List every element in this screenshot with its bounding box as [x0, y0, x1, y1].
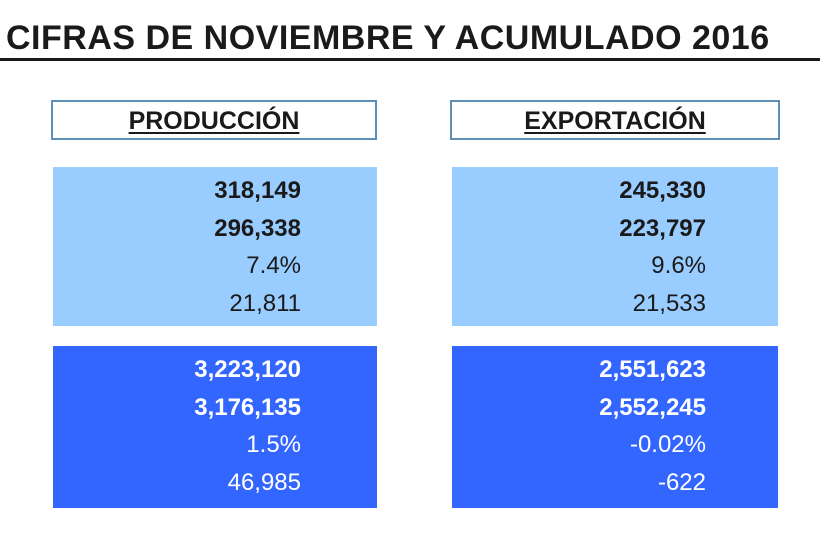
- produccion-cumulative-percent: 1.5%: [246, 431, 301, 458]
- produccion-monthly-percent: 7.4%: [246, 252, 301, 279]
- exportacion-monthly-block: 245,330 223,797 9.6% 21,533: [452, 167, 778, 326]
- produccion-cumulative-difference: 46,985: [227, 468, 301, 496]
- exportacion-cumulative-current: 2,551,623: [599, 356, 706, 383]
- produccion-header-label: PRODUCCIÓN: [128, 107, 300, 135]
- exportacion-monthly-difference: 21,533: [632, 289, 706, 317]
- produccion-cumulative-block: 3,223,120 3,176,135 1.5% 46,985: [53, 346, 377, 508]
- exportacion-cumulative-previous: 2,552,245: [599, 393, 706, 421]
- exportacion-monthly-current: 245,330: [619, 177, 706, 204]
- exportacion-header: EXPORTACIÓN: [450, 100, 780, 140]
- page-title: CIFRAS DE NOVIEMBRE Y ACUMULADO 2016: [6, 19, 770, 57]
- exportacion-header-label: EXPORTACIÓN: [524, 107, 706, 135]
- exportacion-cumulative-difference: -622: [657, 468, 706, 496]
- produccion-monthly-previous: 296,338: [214, 214, 301, 242]
- produccion-header: PRODUCCIÓN: [51, 100, 377, 140]
- exportacion-monthly-previous: 223,797: [619, 214, 706, 242]
- produccion-monthly-block: 318,149 296,338 7.4% 21,811: [53, 167, 377, 326]
- produccion-cumulative-current: 3,223,120: [194, 356, 301, 383]
- produccion-monthly-current: 318,149: [214, 177, 301, 204]
- exportacion-cumulative-percent: -0.02%: [629, 431, 706, 458]
- exportacion-cumulative-block: 2,551,623 2,552,245 -0.02% -622: [452, 346, 778, 508]
- exportacion-monthly-percent: 9.6%: [651, 252, 706, 279]
- produccion-cumulative-previous: 3,176,135: [194, 393, 301, 421]
- produccion-monthly-difference: 21,811: [229, 289, 301, 317]
- title-underline: [0, 58, 820, 61]
